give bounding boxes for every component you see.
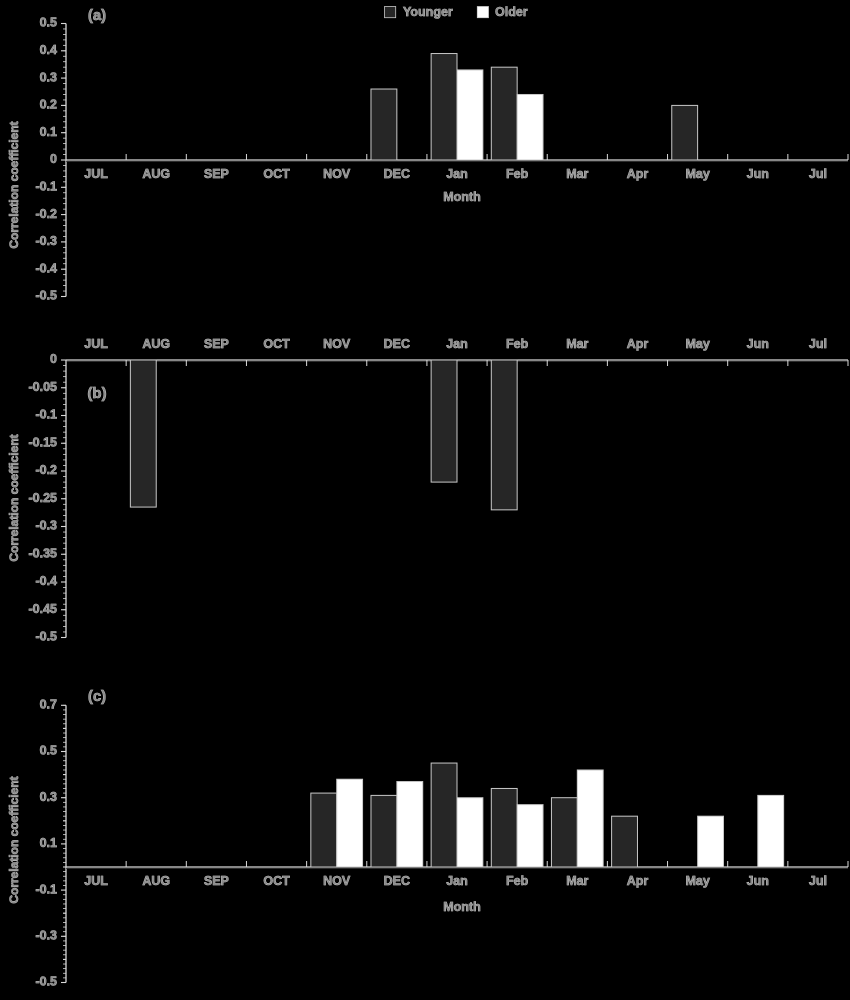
svg-text:Jul: Jul: [809, 167, 827, 181]
svg-text:Jun: Jun: [747, 167, 769, 181]
svg-text:Jul: Jul: [809, 337, 827, 351]
svg-text:OCT: OCT: [263, 167, 290, 181]
svg-text:(a): (a): [88, 7, 106, 24]
svg-text:Mar: Mar: [566, 874, 588, 888]
svg-text:Jan: Jan: [446, 337, 468, 351]
svg-text:-0.3: -0.3: [35, 929, 57, 943]
svg-text:NOV: NOV: [323, 167, 351, 181]
svg-text:JUL: JUL: [84, 167, 108, 181]
svg-text:May: May: [685, 874, 709, 888]
svg-text:Apr: Apr: [627, 167, 649, 181]
svg-text:0.3: 0.3: [40, 70, 57, 84]
svg-text:0.7: 0.7: [40, 698, 57, 712]
svg-text:-0.05: -0.05: [29, 380, 58, 394]
svg-text:-0.1: -0.1: [35, 408, 57, 422]
svg-text:Jan: Jan: [446, 874, 468, 888]
svg-text:SEP: SEP: [204, 337, 229, 351]
svg-text:-0.4: -0.4: [35, 261, 57, 275]
svg-text:NOV: NOV: [323, 874, 351, 888]
svg-text:0.4: 0.4: [40, 43, 57, 57]
svg-text:May: May: [685, 167, 709, 181]
svg-text:-0.5: -0.5: [35, 630, 57, 644]
svg-text:-0.1: -0.1: [35, 882, 57, 896]
svg-text:Month: Month: [443, 900, 480, 914]
svg-text:AUG: AUG: [142, 167, 170, 181]
svg-text:NOV: NOV: [323, 337, 351, 351]
svg-text:0.2: 0.2: [40, 98, 57, 112]
svg-text:-0.15: -0.15: [29, 435, 58, 449]
svg-text:Older: Older: [495, 5, 528, 19]
svg-text:-0.35: -0.35: [29, 546, 58, 560]
svg-text:0.3: 0.3: [40, 790, 57, 804]
svg-text:OCT: OCT: [263, 337, 290, 351]
svg-text:-0.25: -0.25: [29, 491, 58, 505]
svg-text:JUL: JUL: [84, 874, 108, 888]
svg-text:-0.2: -0.2: [35, 463, 57, 477]
svg-text:Feb: Feb: [506, 167, 529, 181]
svg-text:-0.4: -0.4: [35, 574, 57, 588]
svg-text:AUG: AUG: [142, 874, 170, 888]
svg-text:Feb: Feb: [506, 337, 529, 351]
svg-text:Apr: Apr: [627, 337, 649, 351]
svg-text:-0.2: -0.2: [35, 207, 57, 221]
svg-text:(c): (c): [88, 688, 106, 705]
svg-text:Mar: Mar: [566, 167, 588, 181]
svg-text:SEP: SEP: [204, 167, 229, 181]
svg-text:-0.5: -0.5: [35, 975, 57, 989]
svg-text:Mar: Mar: [566, 337, 588, 351]
svg-text:JUL: JUL: [84, 337, 108, 351]
svg-text:DEC: DEC: [384, 874, 410, 888]
svg-text:Correlation coefficient: Correlation coefficient: [7, 434, 21, 561]
svg-text:0: 0: [50, 152, 57, 166]
svg-text:-0.5: -0.5: [35, 289, 57, 303]
svg-text:AUG: AUG: [142, 337, 170, 351]
svg-text:0.1: 0.1: [40, 125, 57, 139]
svg-text:May: May: [685, 337, 709, 351]
svg-text:OCT: OCT: [263, 874, 290, 888]
svg-text:Jun: Jun: [747, 874, 769, 888]
svg-text:Feb: Feb: [506, 874, 529, 888]
svg-text:-0.3: -0.3: [35, 519, 57, 533]
svg-text:SEP: SEP: [204, 874, 229, 888]
svg-text:(b): (b): [87, 385, 106, 402]
svg-text:Jul: Jul: [809, 874, 827, 888]
svg-text:Apr: Apr: [627, 874, 649, 888]
svg-text:-0.3: -0.3: [35, 234, 57, 248]
svg-text:DEC: DEC: [384, 337, 410, 351]
svg-text:-0.1: -0.1: [35, 180, 57, 194]
svg-text:-0.45: -0.45: [29, 602, 58, 616]
svg-text:DEC: DEC: [384, 167, 410, 181]
svg-text:0.5: 0.5: [40, 16, 57, 30]
svg-text:Month: Month: [443, 190, 480, 204]
svg-text:0.5: 0.5: [40, 744, 57, 758]
svg-text:0.1: 0.1: [40, 836, 57, 850]
svg-text:0: 0: [50, 352, 57, 366]
svg-text:Jun: Jun: [747, 337, 769, 351]
svg-text:Jan: Jan: [446, 167, 468, 181]
svg-text:Correlation coefficient: Correlation coefficient: [7, 776, 21, 903]
svg-text:Correlation coefficient: Correlation coefficient: [7, 121, 21, 248]
svg-text:Younger: Younger: [403, 5, 453, 19]
